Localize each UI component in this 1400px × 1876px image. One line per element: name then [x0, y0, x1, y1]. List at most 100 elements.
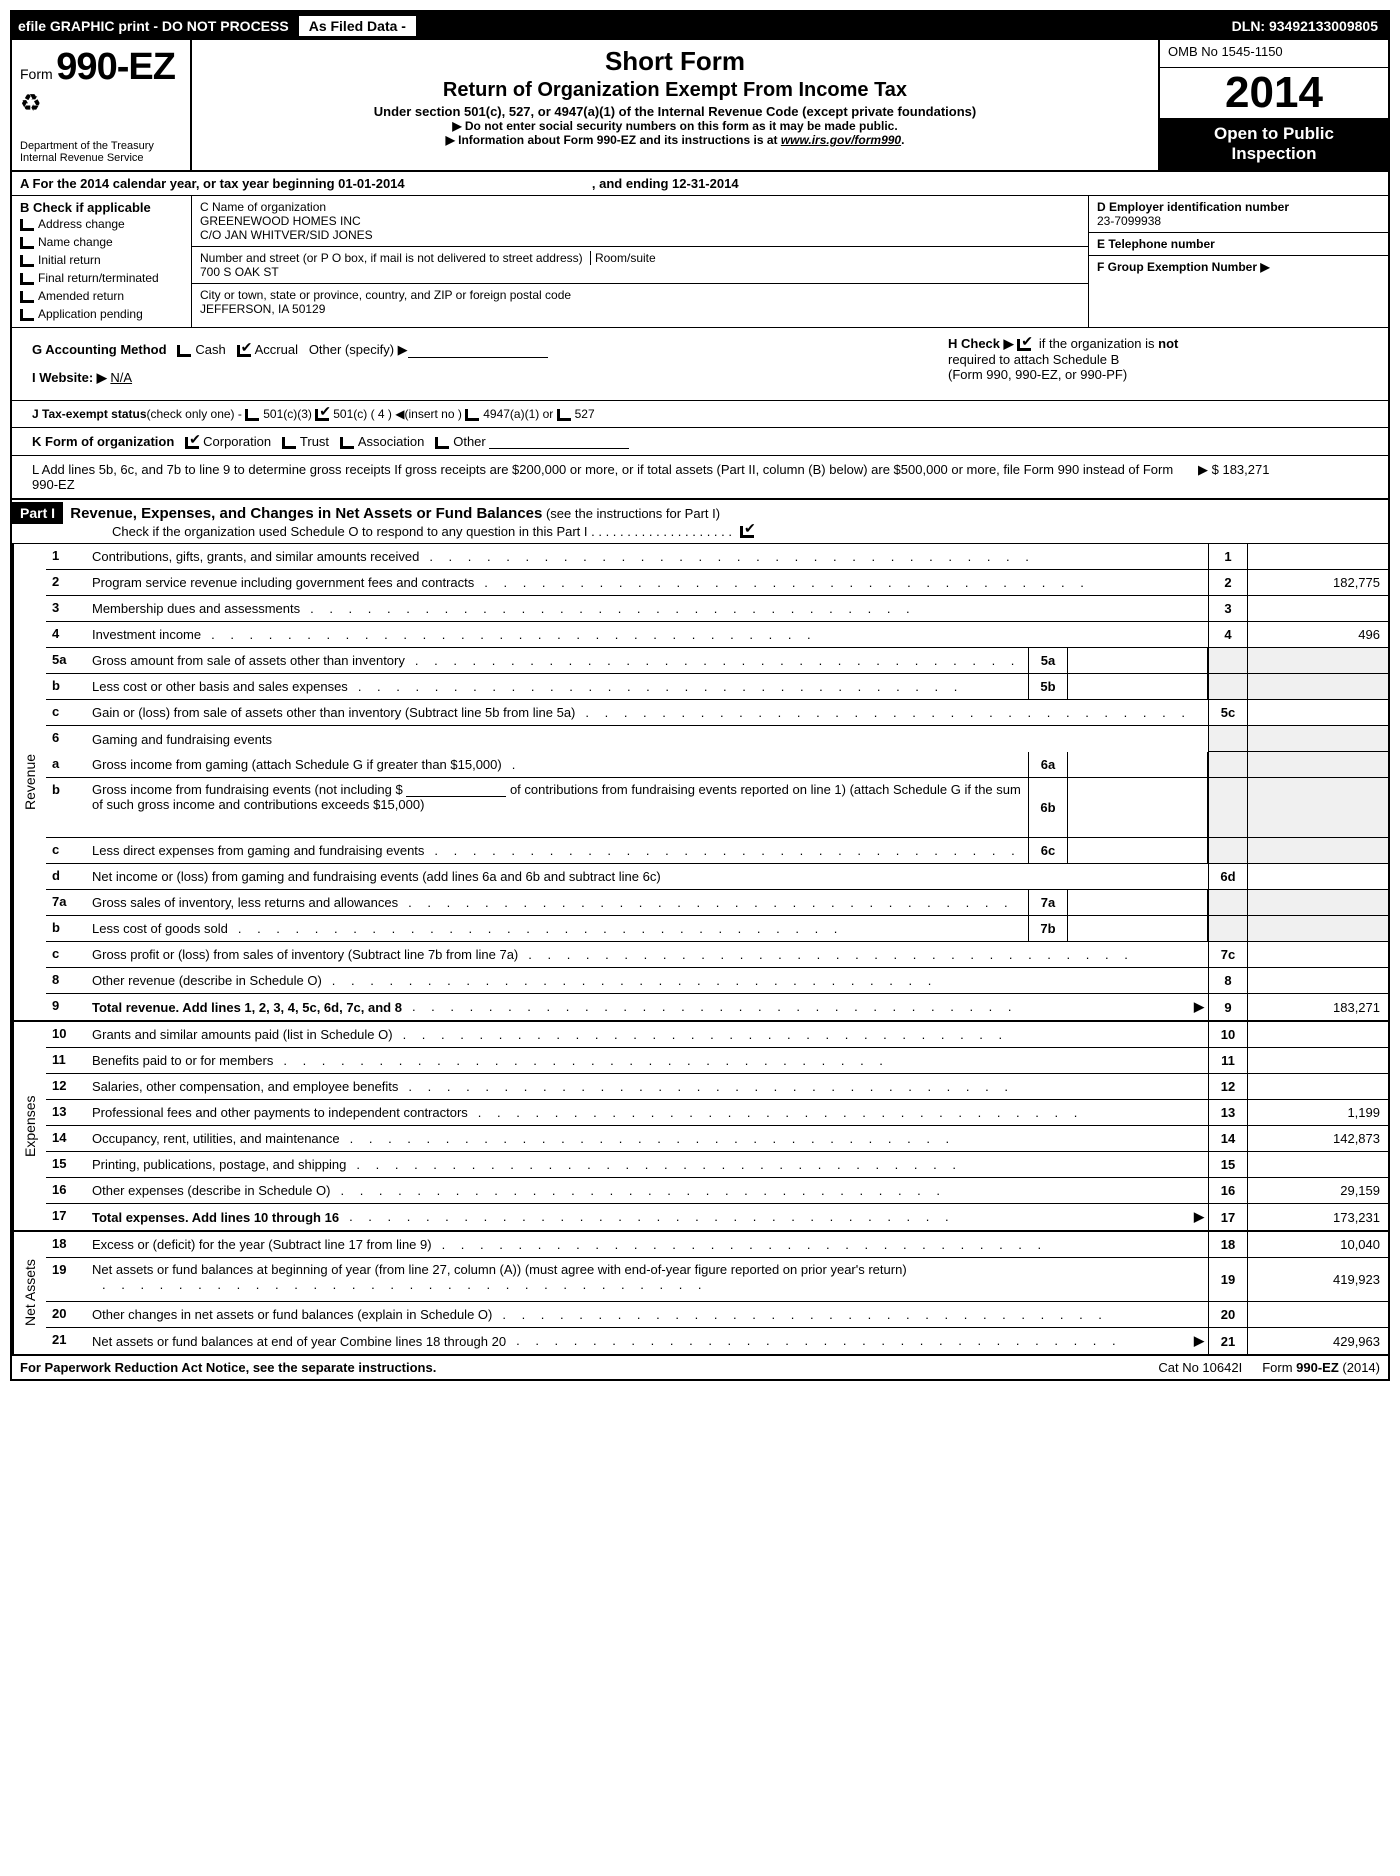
check-4947[interactable] [465, 409, 479, 421]
schedule-b-check: H Check ▶ if the organization is not req… [948, 336, 1368, 392]
line-6d: d Net income or (loss) from gaming and f… [46, 864, 1388, 890]
line-6a-value [1068, 752, 1208, 777]
check-schedule-o-part1[interactable] [740, 526, 754, 538]
row-l: L Add lines 5b, 6c, and 7b to line 9 to … [12, 456, 1388, 500]
col-b: B Check if applicable Address change Nam… [12, 196, 192, 327]
warn1: ▶ Do not enter social security numbers o… [202, 119, 1148, 133]
tax-year: 2014 [1160, 68, 1388, 118]
line-15-value [1248, 1152, 1388, 1177]
check-accrual[interactable] [237, 345, 251, 357]
check-initial-return[interactable]: Initial return [20, 251, 183, 269]
line-11: 11 Benefits paid to or for members. . . … [46, 1048, 1388, 1074]
line-4-value: 496 [1248, 622, 1388, 647]
line-10-value [1248, 1022, 1388, 1047]
part1-label: Part I [12, 502, 63, 524]
check-amended-return[interactable]: Amended return [20, 287, 183, 305]
col-def: D Employer identification number 23-7099… [1088, 196, 1388, 327]
check-527[interactable] [557, 409, 571, 421]
line-6: 6 Gaming and fundraising events [46, 726, 1388, 752]
line-19: 19 Net assets or fund balances at beginn… [46, 1258, 1388, 1302]
part1-header: Part I Revenue, Expenses, and Changes in… [12, 500, 1388, 544]
line-19-value: 419,923 [1248, 1258, 1388, 1301]
line-1: 1 Contributions, gifts, grants, and simi… [46, 544, 1388, 570]
recycle-icon: ♻ [20, 89, 182, 118]
netassets-section: Net Assets 18 Excess or (deficit) for th… [12, 1232, 1388, 1356]
street-row: Number and street (or P O box, if mail i… [192, 247, 1088, 284]
line-8-value [1248, 968, 1388, 993]
check-501c3[interactable] [245, 409, 259, 421]
line-14: 14 Occupancy, rent, utilities, and maint… [46, 1126, 1388, 1152]
line-16-value: 29,159 [1248, 1178, 1388, 1203]
main-title: Return of Organization Exempt From Incom… [202, 79, 1148, 102]
line-3-value [1248, 596, 1388, 621]
line-2-value: 182,775 [1248, 570, 1388, 595]
line-18-value: 10,040 [1248, 1232, 1388, 1257]
check-address-change[interactable]: Address change [20, 215, 183, 233]
city-row: City or town, state or province, country… [192, 284, 1088, 327]
org-name: GREENEWOOD HOMES INC [200, 214, 1080, 228]
street: 700 S OAK ST [200, 265, 1080, 279]
line-7b-value [1068, 916, 1208, 941]
line-7b: b Less cost of goods sold. . . . . . . .… [46, 916, 1388, 942]
paperwork-notice: For Paperwork Reduction Act Notice, see … [20, 1360, 1138, 1375]
open-public: Open to Public Inspection [1160, 118, 1388, 170]
line-3: 3 Membership dues and assessments. . . .… [46, 596, 1388, 622]
line-5a: 5a Gross amount from sale of assets othe… [46, 648, 1388, 674]
form-page: efile GRAPHIC print - DO NOT PROCESS As … [10, 10, 1390, 1381]
line-20: 20 Other changes in net assets or fund b… [46, 1302, 1388, 1328]
topbar: efile GRAPHIC print - DO NOT PROCESS As … [12, 12, 1388, 40]
expenses-section: Expenses 10 Grants and similar amounts p… [12, 1022, 1388, 1232]
org-name-row: C Name of organization GREENEWOOD HOMES … [192, 196, 1088, 247]
revenue-label: Revenue [12, 544, 46, 1020]
cat-no: Cat No 10642I [1138, 1360, 1262, 1375]
line-5c-value [1248, 700, 1388, 725]
row-gh: G Accounting Method Cash Accrual Other (… [12, 328, 1388, 401]
subtitle: Under section 501(c), 527, or 4947(a)(1)… [202, 104, 1148, 119]
check-application-pending[interactable]: Application pending [20, 305, 183, 323]
line-6b: b Gross income from fundraising events (… [46, 778, 1388, 838]
section-a: A For the 2014 calendar year, or tax yea… [12, 172, 1388, 196]
short-form: Short Form [202, 46, 1148, 77]
line-5c: c Gain or (loss) from sale of assets oth… [46, 700, 1388, 726]
check-corporation[interactable] [185, 437, 199, 449]
title-cell: Short Form Return of Organization Exempt… [192, 40, 1158, 170]
check-final-return[interactable]: Final return/terminated [20, 269, 183, 287]
line-6d-value [1248, 864, 1388, 889]
line-7a: 7a Gross sales of inventory, less return… [46, 890, 1388, 916]
line-17: 17 Total expenses. Add lines 10 through … [46, 1204, 1388, 1230]
col-c: C Name of organization GREENEWOOD HOMES … [192, 196, 1088, 327]
line-12: 12 Salaries, other compensation, and emp… [46, 1074, 1388, 1100]
phone-row: E Telephone number [1089, 233, 1388, 256]
check-name-change[interactable]: Name change [20, 233, 183, 251]
line-18: 18 Excess or (deficit) for the year (Sub… [46, 1232, 1388, 1258]
irs-link[interactable]: www.irs.gov/form990 [781, 133, 901, 147]
check-501c[interactable] [315, 409, 329, 421]
line-1-value [1248, 544, 1388, 569]
line-6b-value [1068, 778, 1208, 837]
topbar-mid: As Filed Data - [299, 16, 416, 36]
form-word: Form [20, 66, 53, 82]
dept-irs: Internal Revenue Service [20, 152, 154, 164]
line-15: 15 Printing, publications, postage, and … [46, 1152, 1388, 1178]
bcdef-block: B Check if applicable Address change Nam… [12, 196, 1388, 328]
line-21-value: 429,963 [1248, 1328, 1388, 1354]
line-12-value [1248, 1074, 1388, 1099]
dept-treasury: Department of the Treasury [20, 140, 154, 152]
group-exemption-row: F Group Exemption Number ▶ [1089, 256, 1388, 327]
website: N/A [110, 370, 132, 385]
check-association[interactable] [340, 437, 354, 449]
ein-row: D Employer identification number 23-7099… [1089, 196, 1388, 233]
topbar-dln: DLN: 93492133009805 [1222, 18, 1388, 34]
line-20-value [1248, 1302, 1388, 1327]
line-16: 16 Other expenses (describe in Schedule … [46, 1178, 1388, 1204]
check-cash[interactable] [177, 345, 191, 357]
revenue-section: Revenue 1 Contributions, gifts, grants, … [12, 544, 1388, 1022]
check-other-org[interactable] [435, 437, 449, 449]
line-7a-value [1068, 890, 1208, 915]
line-5b: b Less cost or other basis and sales exp… [46, 674, 1388, 700]
line-11-value [1248, 1048, 1388, 1073]
expenses-label: Expenses [12, 1022, 46, 1230]
line-6c: c Less direct expenses from gaming and f… [46, 838, 1388, 864]
check-trust[interactable] [282, 437, 296, 449]
check-schedule-b[interactable] [1017, 339, 1031, 351]
